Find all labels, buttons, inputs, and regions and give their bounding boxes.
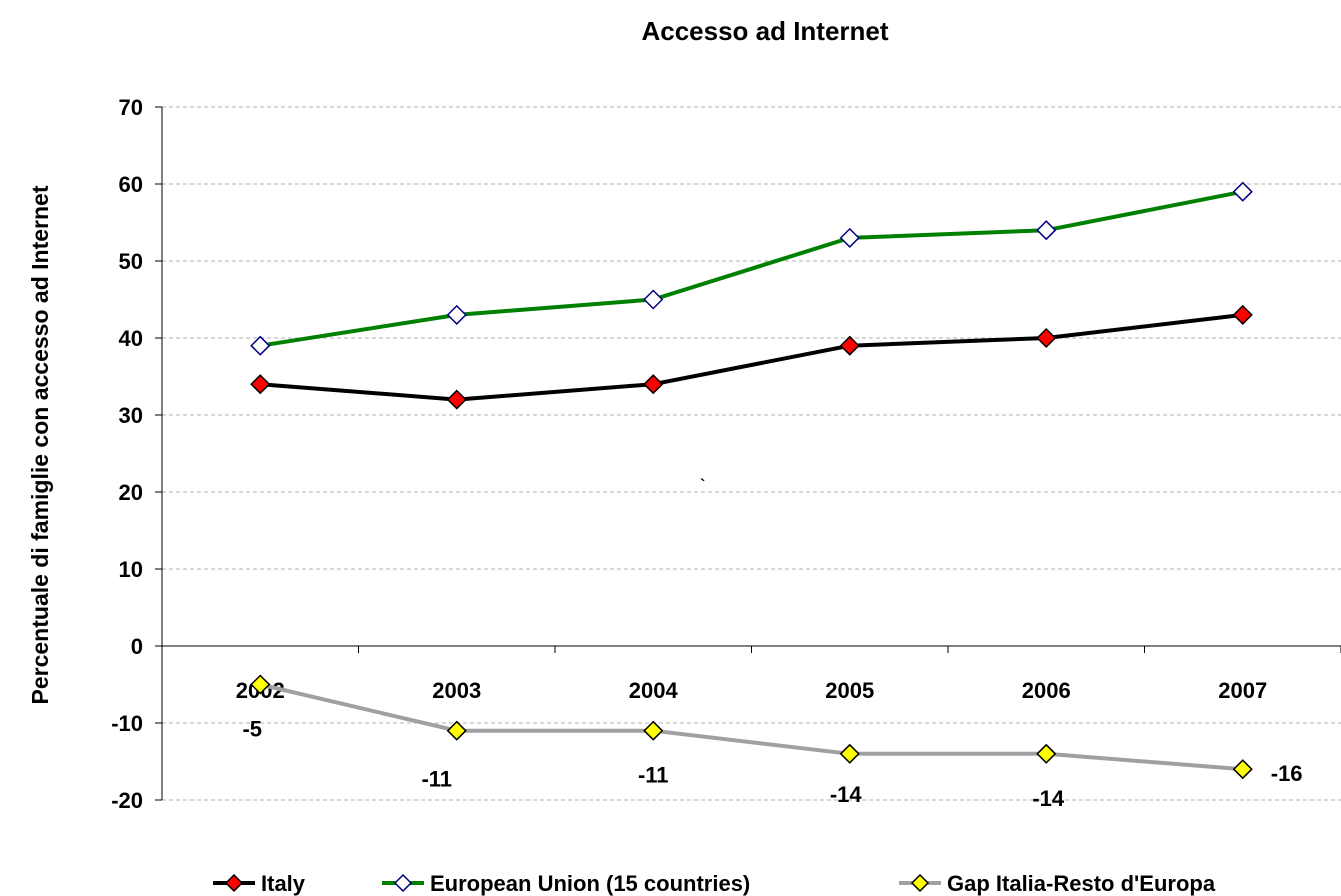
legend-swatch-marker <box>224 873 244 893</box>
x-tick-label: 2004 <box>629 678 679 703</box>
legend-item: European Union (15 countries) <box>382 871 750 896</box>
y-tick-label: 70 <box>119 95 143 120</box>
legend: Italy European Union (15 countries) Gap It… <box>213 871 1216 896</box>
x-tick-labels: 200220032004200520062007 <box>236 678 1267 703</box>
data-point <box>446 720 467 741</box>
x-tick-label: 2003 <box>432 678 481 703</box>
data-point <box>446 304 467 325</box>
legend-item: Italy <box>213 871 306 896</box>
legend-label: Gap Italia-Resto d'Europa <box>947 871 1216 896</box>
stray-mark: ` <box>700 477 705 494</box>
data-label: -11 <box>638 763 669 788</box>
data-point <box>250 335 271 356</box>
legend-item: Gap Italia-Resto d'Europa <box>899 871 1216 896</box>
data-label: -11 <box>421 767 452 792</box>
y-tick-label: 20 <box>119 480 143 505</box>
legend-label: Italy <box>261 871 306 896</box>
data-point <box>250 374 271 395</box>
y-tick-label: 60 <box>119 172 143 197</box>
chart-title: Accesso ad Internet <box>641 16 888 46</box>
y-tick-label: 0 <box>131 634 143 659</box>
data-point <box>1232 304 1253 325</box>
y-tick-label: -10 <box>111 711 143 736</box>
series-line <box>260 312 1243 402</box>
data-label: -16 <box>1271 761 1303 786</box>
data-point <box>643 289 664 310</box>
data-point <box>1232 181 1253 202</box>
x-tick-label: 2006 <box>1022 678 1071 703</box>
data-point <box>1036 220 1057 241</box>
y-tick-label: 40 <box>119 326 143 351</box>
y-tick-label: 10 <box>119 557 143 582</box>
data-point <box>839 335 860 356</box>
gridlines <box>162 106 1341 801</box>
data-labels: -5 -11 -11 -14 -14 -16 <box>242 717 1302 811</box>
data-point <box>1232 759 1253 780</box>
data-point <box>250 674 271 695</box>
y-tick-labels: 70 60 50 40 30 20 10 0 -10 -20 <box>111 95 143 813</box>
series-line <box>259 682 1243 772</box>
data-point <box>446 389 467 410</box>
legend-label: European Union (15 countries) <box>430 871 750 896</box>
data-point <box>643 720 664 741</box>
x-tick-label: 2005 <box>825 678 874 703</box>
series-line <box>259 189 1244 348</box>
data-point <box>643 374 664 395</box>
legend-swatch-marker <box>393 873 413 893</box>
data-label: -14 <box>830 782 863 807</box>
y-axis-label: Percentuale di famiglie con accesso ad I… <box>27 185 53 704</box>
data-point <box>839 743 860 764</box>
data-label: -14 <box>1032 786 1065 811</box>
legend-swatch-marker <box>910 873 930 893</box>
series-group <box>250 181 1253 780</box>
data-point <box>839 227 860 248</box>
axes <box>155 106 1341 801</box>
data-label: -5 <box>242 717 262 742</box>
data-point <box>1036 743 1057 764</box>
y-tick-label: 30 <box>119 403 143 428</box>
y-tick-label: -20 <box>111 788 143 813</box>
data-point <box>1036 327 1057 349</box>
y-tick-label: 50 <box>119 249 143 274</box>
x-tick-label: 2007 <box>1218 678 1267 703</box>
